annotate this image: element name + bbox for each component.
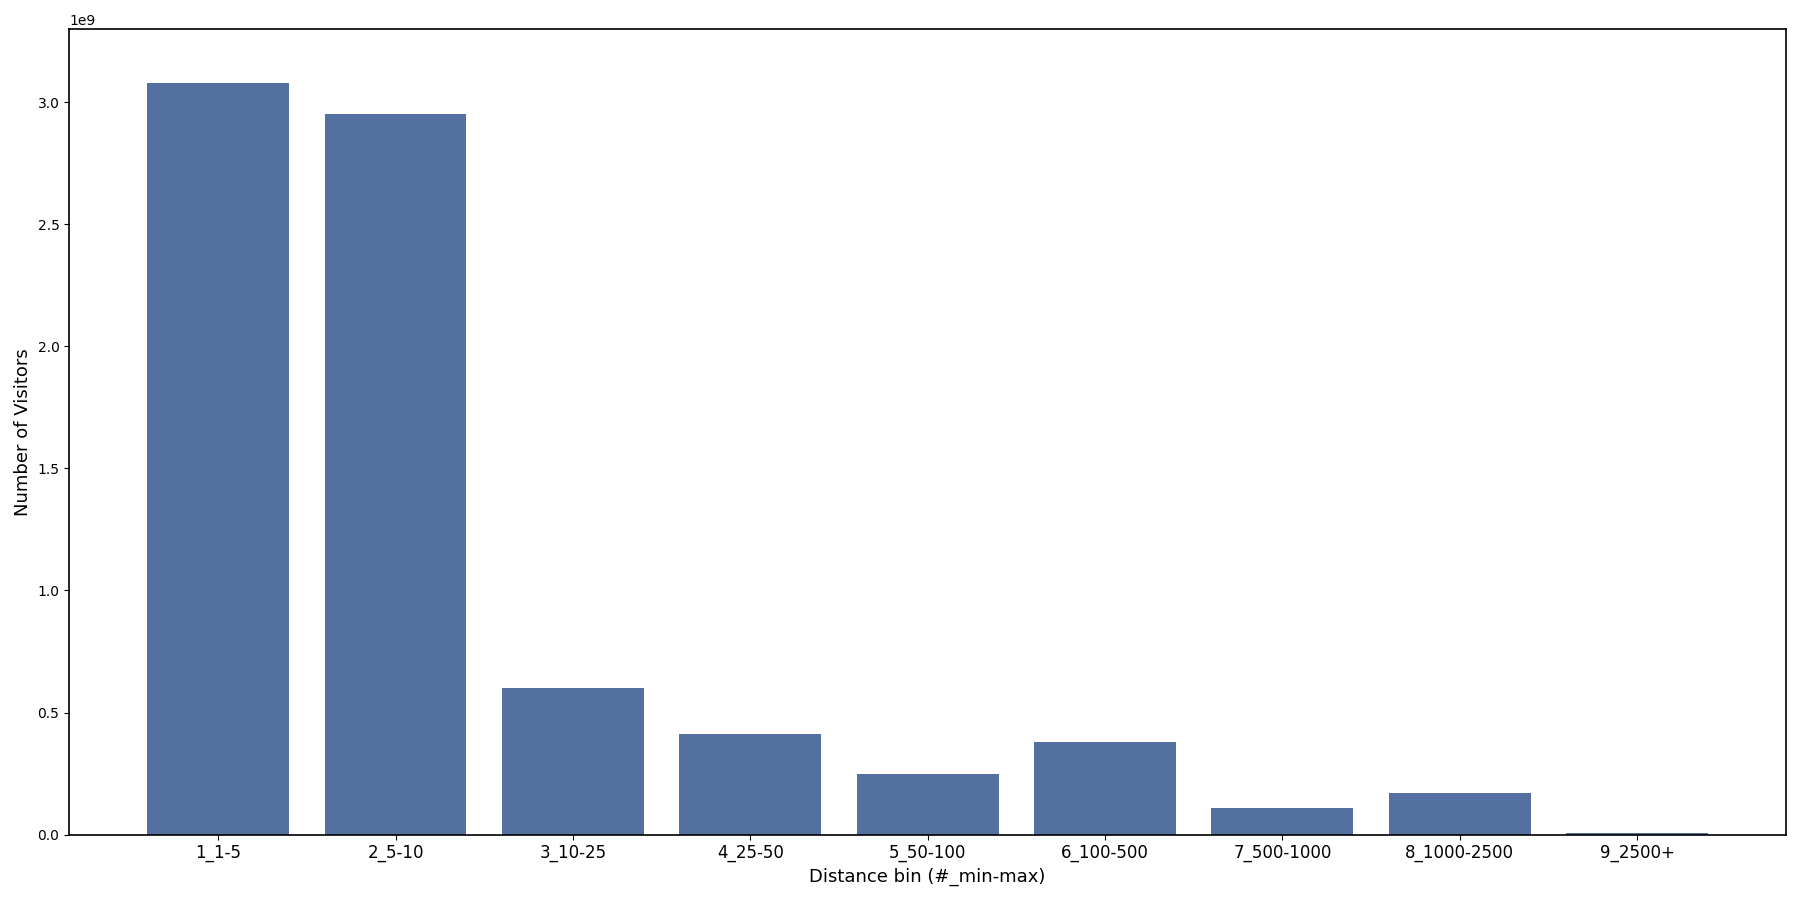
Bar: [857, 773, 999, 834]
Bar: [1390, 793, 1530, 834]
Bar: [324, 114, 466, 834]
Bar: [1033, 742, 1175, 834]
Bar: [679, 734, 821, 834]
Y-axis label: Number of Visitors: Number of Visitors: [14, 348, 32, 516]
X-axis label: Distance bin (#_min-max): Distance bin (#_min-max): [810, 868, 1046, 886]
Bar: [1566, 833, 1708, 834]
Bar: [502, 688, 644, 834]
Bar: [1211, 807, 1354, 834]
Bar: [148, 83, 290, 834]
